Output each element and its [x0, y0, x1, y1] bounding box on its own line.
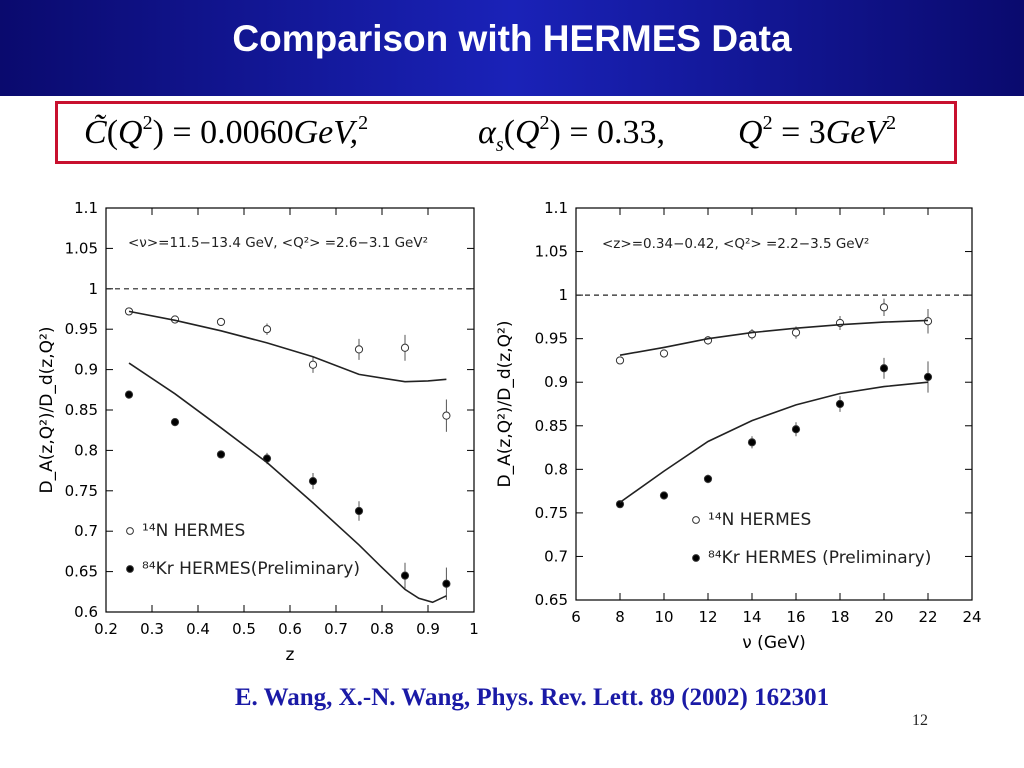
data-point-kr	[923, 372, 933, 382]
data-point-kr	[400, 571, 410, 580]
x-tick-label: 0.3	[140, 620, 164, 638]
data-point-kr	[879, 364, 889, 373]
x-tick-label: 1	[469, 620, 479, 638]
y-tick-label: 0.85	[65, 401, 98, 419]
data-point-kr	[747, 438, 757, 447]
legend-marker	[692, 516, 700, 524]
x-tick-label: 0.6	[278, 620, 302, 638]
data-point-n	[791, 328, 801, 337]
theory-curve	[128, 310, 447, 383]
legend-label: ¹⁴N HERMES	[708, 510, 811, 530]
x-tick-label: 24	[962, 608, 981, 626]
data-point-n	[354, 345, 364, 354]
x-axis-label: z	[286, 645, 295, 665]
chart-annotation: <ν>=11.5−13.4 GeV, <Q²> =2.6−3.1 GeV²	[128, 235, 428, 251]
formula-c-unit: GeV	[293, 114, 350, 151]
x-axis-label: ν (GeV)	[742, 633, 805, 653]
data-point-n	[400, 343, 410, 352]
y-axis-label: D_A(z,Q²)/D_d(z,Q²)	[495, 321, 515, 488]
y-tick-label: 0.7	[544, 547, 568, 565]
data-point-n	[308, 360, 318, 369]
y-tick-label: 1	[558, 286, 568, 304]
x-tick-label: 0.5	[232, 620, 256, 638]
data-point-n	[262, 325, 272, 334]
x-tick-label: 16	[786, 608, 805, 626]
plot-frame	[105, 207, 475, 613]
citation: E. Wang, X.-N. Wang, Phys. Rev. Lett. 89…	[234, 684, 830, 711]
y-tick-label: 1.05	[535, 243, 568, 261]
legend-marker	[692, 554, 700, 562]
y-tick-label: 0.85	[535, 417, 568, 435]
data-point-kr	[124, 390, 134, 399]
y-tick-label: 1	[88, 280, 98, 298]
legend-label: ¹⁴N HERMES	[142, 521, 245, 541]
x-tick-label: 8	[615, 608, 625, 626]
chart-right: 6 8 10 12 14 16 18 20 22 24 0.65 0.7 0.75 0.8 0.85 0.9 0…	[495, 199, 982, 653]
formula-box: C̃(Q2) = 0.0060GeV,2 αs(Q2) = 0.33, Q2 =…	[55, 101, 957, 164]
data-point-kr	[308, 477, 318, 486]
chart-left: 0.2 0.3 0.4 0.5 0.6 0.7 0.8 0.9 1 0.6 0.65 0.7 0.75 0…	[37, 199, 479, 665]
data-point-n	[879, 303, 889, 312]
y-tick-label: 0.6	[74, 603, 98, 621]
theory-curve	[619, 319, 929, 356]
data-point-kr	[659, 491, 669, 500]
y-tick-label: 0.8	[74, 441, 98, 459]
plot-frame	[575, 207, 973, 601]
y-tick-label: 1.1	[544, 199, 568, 217]
x-tick-label: 0.2	[94, 620, 118, 638]
formula-q2: Q2 = 3GeV2	[738, 112, 897, 151]
data-point-n	[659, 349, 669, 358]
chart-annotation: <z>=0.34−0.42, <Q²> =2.2−3.5 GeV²	[602, 236, 869, 252]
title-bar	[0, 0, 1024, 96]
x-tick-label: 20	[874, 608, 893, 626]
formula-alpha-value: 0.33	[597, 114, 657, 151]
data-point-kr	[791, 425, 801, 434]
page-number: 12	[912, 712, 928, 729]
y-tick-label: 0.9	[74, 361, 98, 379]
formula-q2-value: 3	[808, 114, 826, 151]
formula-c-value: 0.0060	[200, 114, 294, 151]
y-tick-label: 0.65	[535, 591, 568, 609]
data-point-kr	[442, 579, 451, 588]
data-point-n	[442, 411, 451, 420]
y-tick-label: 0.75	[65, 482, 98, 500]
legend-label: ⁸⁴Kr HERMES(Preliminary)	[142, 559, 360, 579]
y-axis-label: D_A(z,Q²)/D_d(z,Q²)	[37, 327, 57, 494]
formula-alpha-s: αs(Q2) = 0.33,	[478, 112, 666, 156]
data-point-kr	[615, 500, 625, 509]
data-point-kr	[703, 474, 713, 484]
legend-marker	[126, 527, 134, 535]
y-tick-label: 0.95	[535, 330, 568, 348]
y-tick-label: 1.05	[65, 239, 98, 257]
x-tick-label: 6	[571, 608, 581, 626]
legend-label: ⁸⁴Kr HERMES (Preliminary)	[708, 548, 931, 568]
formula-c-tilde: C̃(Q2) = 0.0060GeV,2	[84, 112, 369, 151]
legend-marker	[126, 565, 134, 573]
x-tick-label: 18	[830, 608, 849, 626]
x-tick-label: 10	[654, 608, 673, 626]
data-point-kr	[835, 399, 845, 409]
slide-title: Comparison with HERMES Data	[232, 18, 792, 59]
x-tick-label: 0.7	[324, 620, 348, 638]
y-tick-label: 0.7	[74, 522, 98, 540]
theory-curve	[128, 362, 447, 604]
y-tick-label: 0.9	[544, 373, 568, 391]
data-point-n	[615, 356, 625, 365]
data-point-kr	[216, 450, 226, 459]
x-tick-label: 0.8	[370, 620, 394, 638]
x-tick-label: 22	[918, 608, 937, 626]
data-point-kr	[170, 418, 180, 427]
data-point-kr	[354, 506, 364, 516]
y-tick-label: 0.65	[65, 563, 98, 581]
y-tick-label: 0.8	[544, 460, 568, 478]
theory-curve	[619, 381, 929, 504]
x-tick-label: 12	[698, 608, 717, 626]
y-tick-label: 0.75	[535, 504, 568, 522]
x-tick-label: 0.4	[186, 620, 210, 638]
data-point-n	[216, 317, 226, 327]
x-tick-label: 0.9	[416, 620, 440, 638]
y-tick-label: 1.1	[74, 199, 98, 217]
x-tick-label: 14	[742, 608, 761, 626]
y-tick-label: 0.95	[65, 320, 98, 338]
